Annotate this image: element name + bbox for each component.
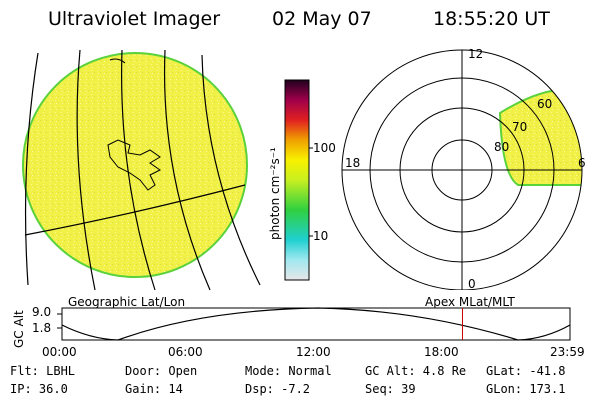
status-seq: Seq: 39: [365, 382, 416, 396]
altitude-curve: [61, 307, 571, 341]
lat-label-70: 70: [512, 120, 528, 134]
status-mode: Mode: Normal: [245, 364, 332, 378]
status-gain: Gain: 14: [125, 382, 183, 396]
coastline-outline: [107, 139, 161, 191]
aurora-disk: [22, 52, 248, 278]
lat-label-80: 80: [494, 140, 510, 154]
time-tick-1: 06:00: [168, 345, 203, 359]
mlt-label-12: 12: [468, 47, 484, 61]
status-dsp: Dsp: -7.2: [245, 382, 311, 396]
time-label: 18:55:20 UT: [433, 8, 550, 30]
coastline-fragment: [109, 58, 126, 64]
status-gc-alt: GC Alt: 4.8 Re: [365, 364, 467, 378]
status-glon: GLon: 173.1: [486, 382, 566, 396]
time-tick-4: 23:59: [550, 345, 585, 359]
polar-mlt-plot: [341, 49, 583, 290]
altitude-ymax: 9.0: [32, 305, 52, 319]
time-tick-2: 12:00: [296, 345, 331, 359]
date-label: 02 May 07: [272, 8, 372, 30]
status-glat: GLat: -41.8: [486, 364, 566, 378]
status-door: Door: Open: [125, 364, 198, 378]
apex-label: Apex MLat/MLT: [425, 295, 515, 309]
status-ip: IP: 36.0: [10, 382, 68, 396]
instrument-title: Ultraviolet Imager: [48, 8, 221, 30]
colorbar-unit-label: photon cm⁻²s⁻¹: [268, 147, 282, 240]
altitude-ylabel: GC Alt: [12, 310, 26, 348]
colorbar-tick-100: 100: [313, 141, 336, 155]
time-tick-3: 18:00: [424, 345, 459, 359]
colorbar-tick-10: 10: [313, 229, 329, 243]
altitude-ymin: 1.8: [32, 321, 52, 335]
mlt-label-18: 18: [345, 156, 361, 170]
time-tick-0: 00:00: [42, 345, 77, 359]
lat-label-60: 60: [537, 97, 553, 111]
geographic-label: Geographic Lat/Lon: [68, 295, 186, 309]
status-filter: Flt: LBHL: [10, 364, 76, 378]
mlt-label-0: 0: [468, 277, 476, 291]
color-scale-bar: [284, 79, 313, 281]
mlt-label-6: 6: [578, 156, 586, 170]
geographic-image-panel: [22, 49, 261, 291]
altitude-timeline: [57, 307, 571, 341]
